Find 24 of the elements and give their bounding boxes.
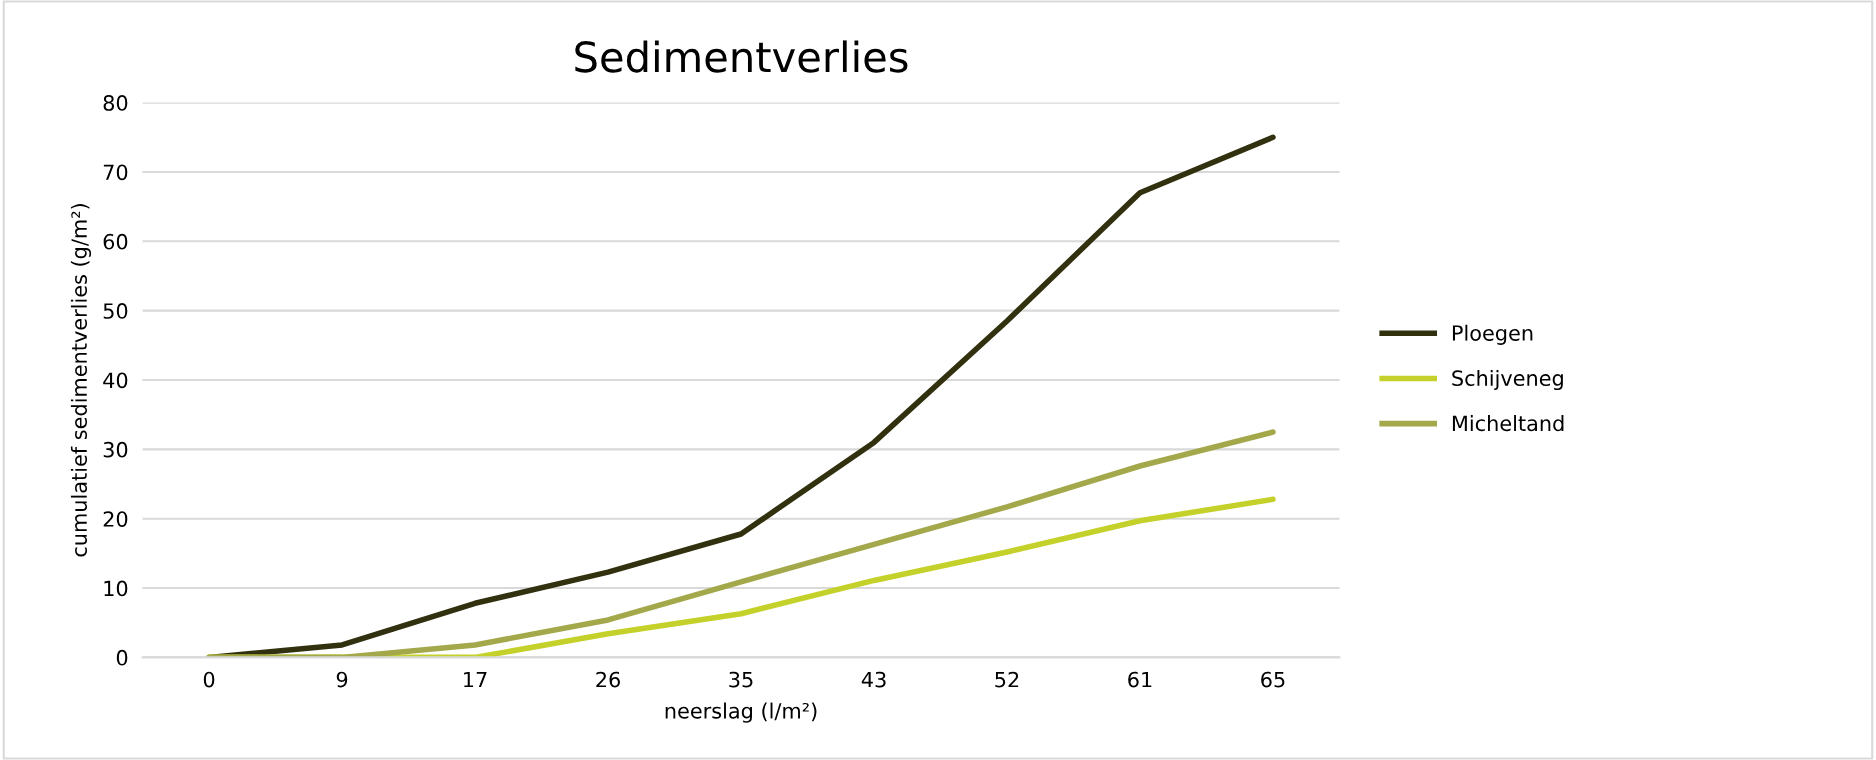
x-tick-label: 35 bbox=[729, 671, 753, 688]
y-tick-label: 20 bbox=[103, 511, 128, 527]
y-tick-label: 60 bbox=[103, 233, 128, 250]
x-tick-label: 43 bbox=[861, 671, 886, 688]
chart-title: Sedimentverlies bbox=[575, 40, 908, 73]
legend-label: Micheltand bbox=[1452, 415, 1564, 432]
x-tick-label: 26 bbox=[596, 671, 620, 688]
x-tick-label: 17 bbox=[464, 671, 487, 688]
legend-label: Schijveneg bbox=[1452, 369, 1563, 391]
y-tick-label: 80 bbox=[103, 95, 128, 111]
x-tick-label: 9 bbox=[336, 671, 348, 688]
y-tick-label: 70 bbox=[103, 164, 128, 181]
y-tick-label: 50 bbox=[103, 303, 128, 319]
y-tick-label: 0 bbox=[116, 649, 128, 666]
x-tick-label: 0 bbox=[203, 671, 215, 688]
x-tick-label: 61 bbox=[1128, 671, 1152, 688]
y-tick-label: 40 bbox=[103, 372, 128, 389]
y-tick-label: 10 bbox=[104, 580, 128, 597]
x-tick-label: 65 bbox=[1261, 671, 1285, 688]
y-axis-title: cumulatief sedimentverlies (g/m²) bbox=[70, 204, 92, 557]
y-tick-label: 30 bbox=[103, 441, 128, 458]
x-axis-title: neerslag (l/m²) bbox=[665, 702, 817, 723]
legend-label: Ploegen bbox=[1452, 324, 1533, 345]
x-tick-label: 52 bbox=[995, 671, 1019, 688]
